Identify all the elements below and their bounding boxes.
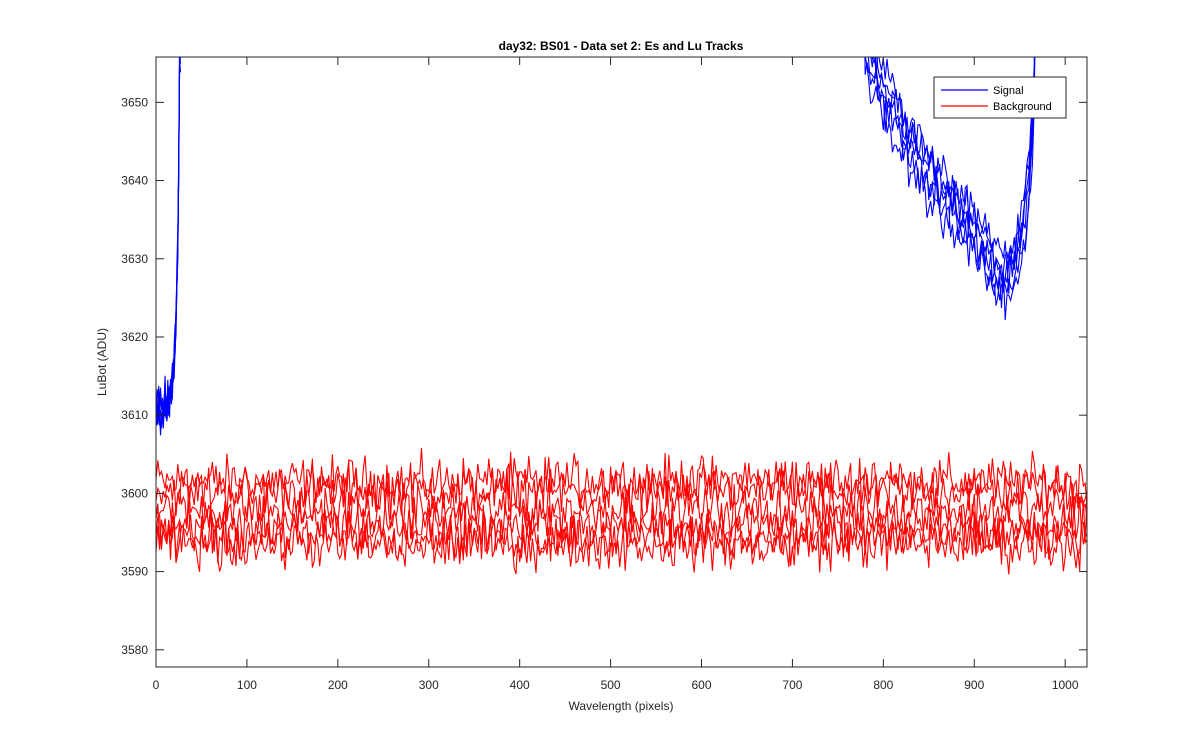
legend-label-signal: Signal: [993, 85, 1024, 97]
plot-area: [156, 57, 1087, 667]
x-tick-label: 100: [237, 678, 257, 692]
y-tick-label: 3620: [121, 330, 148, 344]
legend-box: [933, 76, 1067, 119]
chart-title: day32: BS01 - Data set 2: Es and Lu Trac…: [499, 39, 744, 53]
x-tick-label: 400: [510, 678, 530, 692]
y-tick-label: 3650: [121, 95, 148, 109]
series-layer: [156, 57, 1087, 575]
background-trace: [156, 513, 1087, 575]
y-tick-label: 3610: [121, 408, 148, 422]
x-tick-label: 1000: [1052, 678, 1079, 692]
y-tick-label: 3630: [121, 252, 148, 266]
x-tick-label: 500: [601, 678, 621, 692]
x-axis-label: Wavelength (pixels): [569, 699, 674, 713]
background-trace: [156, 503, 1087, 568]
y-axis-label: LuBot (ADU): [95, 328, 109, 396]
y-tick-label: 3590: [121, 565, 148, 579]
x-tick-label: 900: [964, 678, 984, 692]
ticks-layer: 0 100 200 300 400 500 600 700 800 900 1000 3580 3590…: [121, 57, 1087, 692]
x-tick-label: 700: [782, 678, 802, 692]
x-tick-label: 200: [328, 678, 348, 692]
y-tick-label: 3600: [121, 486, 148, 500]
x-tick-label: 300: [419, 678, 439, 692]
signal-trace: [156, 57, 1035, 417]
x-tick-label: 600: [691, 678, 711, 692]
x-tick-label: 800: [873, 678, 893, 692]
legend: Signal Background: [933, 76, 1067, 119]
legend-label-background: Background: [993, 101, 1052, 113]
y-tick-label: 3580: [121, 643, 148, 657]
axes-box: [155, 56, 1088, 668]
y-tick-label: 3640: [121, 174, 148, 188]
x-tick-label: 0: [153, 678, 160, 692]
